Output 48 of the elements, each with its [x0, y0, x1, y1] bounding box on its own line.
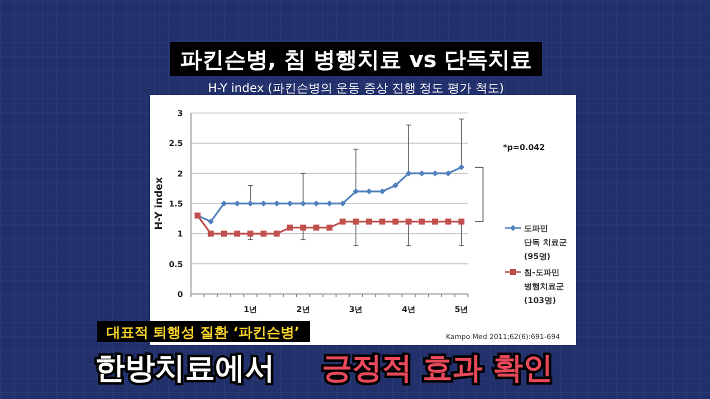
y-tick-label: 1.5 — [168, 200, 184, 208]
point — [247, 230, 254, 237]
point — [286, 224, 293, 231]
chart-subtitle: H-Y index (파킨슨병의 운동 증상 진행 정도 평가 척도) — [208, 81, 504, 95]
point — [208, 230, 214, 237]
point — [352, 188, 359, 194]
x-tick-label: 5년 — [454, 305, 468, 314]
point — [418, 218, 425, 225]
y-tick-label: 0 — [177, 290, 184, 299]
y-tick-label: 0.5 — [168, 260, 184, 269]
y-axis-title: H-Y index — [154, 176, 165, 230]
text: 긍정적 효과 확인 — [322, 351, 553, 386]
point — [352, 218, 359, 225]
text: *p=0.042 — [503, 143, 545, 152]
y-tick-label: 2 — [177, 169, 183, 178]
point — [366, 218, 372, 225]
point — [392, 218, 398, 225]
point — [326, 200, 332, 206]
text: 한방치료에서 — [95, 351, 275, 386]
point — [340, 200, 346, 206]
point — [313, 224, 320, 231]
point — [326, 224, 332, 231]
point — [379, 218, 386, 225]
point — [432, 218, 438, 225]
point — [274, 200, 280, 206]
point — [458, 218, 464, 225]
point — [234, 230, 240, 237]
x-tick-label: 4년 — [402, 305, 416, 314]
legend-label: 침-도파민 병행치료군 (103명) — [524, 268, 564, 305]
point — [208, 218, 214, 225]
text: 대표적 퇴행성 질환 ‘파킨슨병’ — [106, 325, 300, 341]
legend-label: 도파민 단독 치료군 (95명) — [524, 224, 567, 261]
point — [300, 224, 306, 231]
x-tick-label: 3년 — [349, 305, 363, 314]
y-tick-label: 3 — [177, 109, 183, 118]
point — [220, 230, 227, 237]
point — [274, 230, 280, 237]
x-tick-label: 1년 — [244, 305, 258, 314]
y-tick-label: 2.5 — [168, 139, 184, 148]
x-tick-label: 2년 — [296, 305, 310, 314]
point — [340, 218, 346, 225]
point — [406, 218, 412, 225]
y-tick-label: 1 — [177, 230, 184, 239]
chart-title: 파킨슨병, 침 병행치료 vs 단독치료 — [180, 48, 532, 73]
point — [392, 182, 398, 188]
point — [220, 200, 227, 206]
point — [445, 218, 452, 225]
point — [260, 230, 267, 237]
